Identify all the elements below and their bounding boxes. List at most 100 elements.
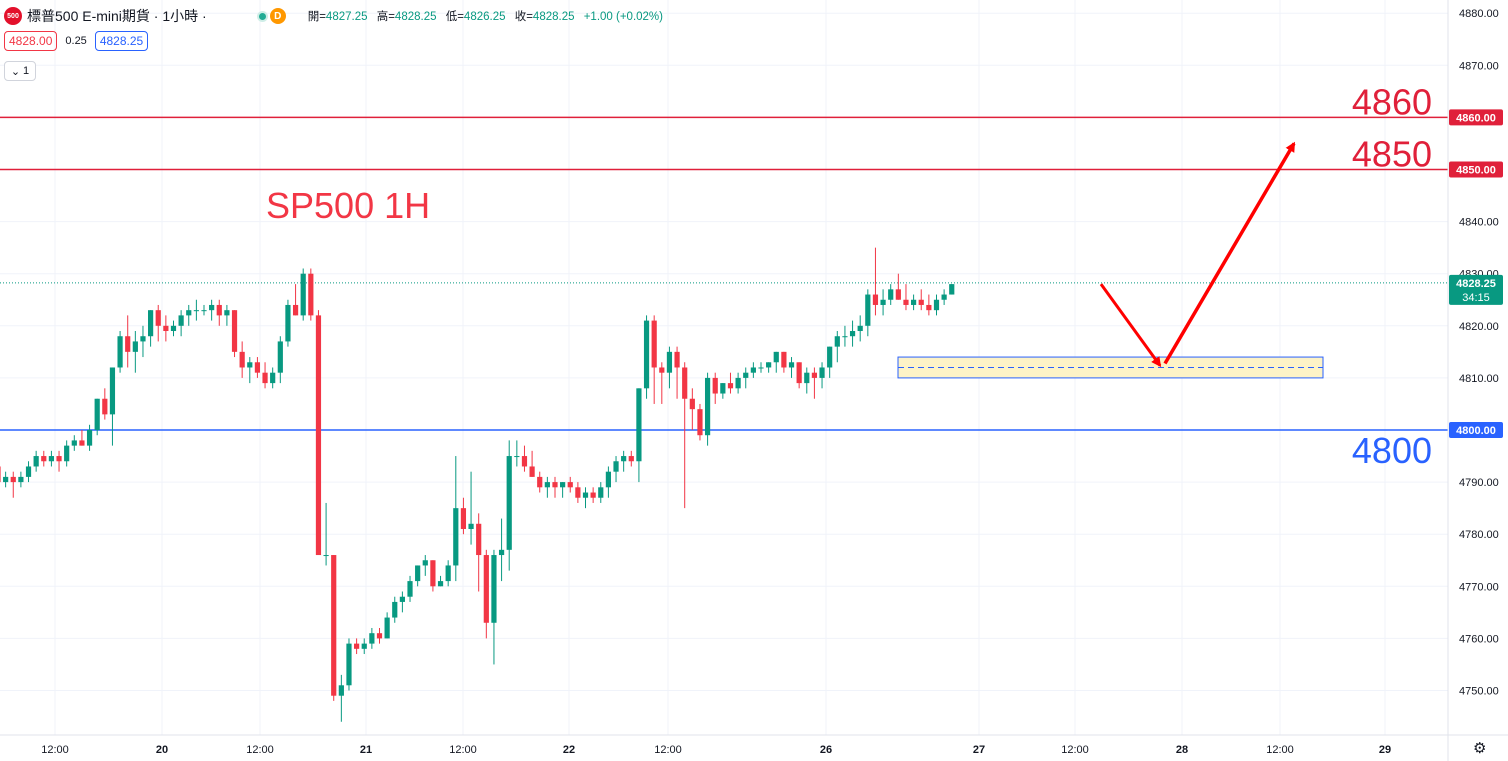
candle-body — [18, 476, 24, 483]
candle-body — [880, 299, 886, 305]
candle-body — [277, 341, 283, 373]
candle-body — [643, 320, 650, 389]
candle-body — [857, 325, 863, 332]
x-tick-label: 12:00 — [654, 744, 682, 756]
x-tick-label: 12:00 — [1266, 744, 1294, 756]
market-status[interactable]: D — [258, 8, 286, 24]
symbol-title[interactable]: 標普500 E-mini期貨 · 1小時 · — [27, 8, 207, 24]
countdown-label: 34:15 — [1462, 292, 1490, 304]
candle-body — [155, 310, 161, 326]
candle-body — [514, 456, 520, 458]
settings-gear-icon[interactable]: ⚙ — [1473, 740, 1487, 757]
candle-body — [590, 492, 596, 498]
candle-body — [567, 482, 573, 488]
candle-body — [888, 289, 894, 300]
candle-body — [0, 466, 1, 483]
indicator-count: 1 — [23, 65, 30, 77]
candle-body — [582, 492, 589, 498]
candle-body — [834, 336, 840, 347]
high-label: 高= — [376, 11, 395, 23]
horizontal-levels — [0, 116, 1448, 431]
candle-body — [712, 377, 718, 394]
candle-body — [323, 555, 329, 557]
y-tick-label: 4870.00 — [1459, 60, 1499, 72]
y-tick-label: 4840.00 — [1459, 217, 1499, 229]
quote-row: 4828.00 0.25 4828.25 — [4, 31, 149, 51]
candle-body — [560, 482, 566, 488]
down-arrow — [1099, 283, 1162, 368]
candle-body — [628, 456, 634, 462]
candles — [0, 247, 955, 722]
candle-body — [933, 299, 940, 311]
candle-body — [598, 487, 604, 498]
candle-body — [117, 336, 123, 368]
candle-body — [720, 383, 726, 394]
close-value: 4828.25 — [532, 11, 575, 23]
candle-body — [804, 372, 810, 384]
candle-body — [758, 367, 764, 369]
candle-body — [651, 320, 657, 368]
candle-body — [41, 456, 47, 462]
candle-body — [697, 409, 703, 436]
candle-body — [926, 304, 932, 311]
candle-body — [949, 284, 955, 295]
chart-title: SP500 1H — [266, 185, 430, 226]
candle-body — [506, 456, 512, 550]
candle-body — [911, 299, 917, 305]
candle-body — [872, 294, 879, 305]
level-axis-tag — [1449, 422, 1503, 438]
candle-body — [575, 487, 581, 498]
price-axis[interactable]: 4750.00 4760.00 4770.00 4780.00 4790.00 4800.… — [1447, 0, 1503, 761]
candle-body — [354, 643, 360, 649]
candle-body — [201, 310, 207, 312]
buy-button[interactable]: 4828.25 — [94, 31, 149, 51]
candle-body — [819, 367, 825, 378]
market-open-dot-icon — [258, 12, 266, 20]
candle-body — [460, 508, 467, 529]
candle-body — [132, 341, 138, 352]
chart-legend: 500 標普500 E-mini期貨 · 1小時 · D 開=4827.25 高… — [4, 6, 663, 26]
last-price-tag — [1449, 274, 1503, 305]
candle-body — [682, 367, 688, 399]
candle-body — [270, 372, 276, 384]
candle-body — [544, 482, 550, 488]
candle-body — [170, 325, 177, 332]
candle-body — [292, 304, 299, 316]
level-axis-tag — [1449, 109, 1503, 126]
up-arrow — [1163, 141, 1296, 365]
time-axis[interactable]: 12:00 20 12:00 21 12:00 22 12:00 26 27 12:00 28 12:… — [0, 734, 1508, 756]
candle-body — [674, 351, 680, 368]
candle-body — [48, 456, 55, 462]
level-annotation: 4800 — [1352, 430, 1432, 471]
candle-body — [750, 367, 756, 373]
candle-body — [735, 377, 741, 389]
candle-body — [186, 310, 192, 316]
candle-body — [384, 617, 390, 639]
y-tick-label: 4750.00 — [1459, 686, 1499, 698]
level-annotation: 4860 — [1352, 81, 1432, 122]
low-value: 4826.25 — [463, 11, 506, 23]
collapse-indicators-button[interactable]: ⌄ 1 — [4, 61, 36, 81]
candle-body — [315, 315, 322, 556]
y-tick-label: 4760.00 — [1459, 633, 1499, 645]
candle-body — [422, 560, 428, 566]
candle-body — [33, 456, 39, 467]
candle-body — [430, 560, 436, 587]
candle-body — [178, 315, 184, 326]
high-value: 4828.25 — [394, 11, 437, 23]
candle-body — [300, 273, 306, 316]
delayed-data-badge[interactable]: D — [269, 8, 286, 24]
last-price-label: 4828.25 — [1456, 278, 1496, 290]
ohlc-values: 開=4827.25 高=4828.25 低=4826.25 收=4828.25 … — [308, 8, 663, 24]
x-tick-label: 20 — [156, 744, 168, 756]
candle-body — [788, 362, 795, 368]
candle-body — [3, 476, 9, 483]
level-axis-tag — [1449, 161, 1503, 178]
candle-body — [102, 398, 108, 415]
x-tick-label: 12:00 — [246, 744, 274, 756]
y-tick-label: 4780.00 — [1459, 529, 1499, 541]
candle-body — [285, 304, 291, 342]
sell-button[interactable]: 4828.00 — [4, 31, 58, 51]
candle-body — [605, 471, 611, 488]
